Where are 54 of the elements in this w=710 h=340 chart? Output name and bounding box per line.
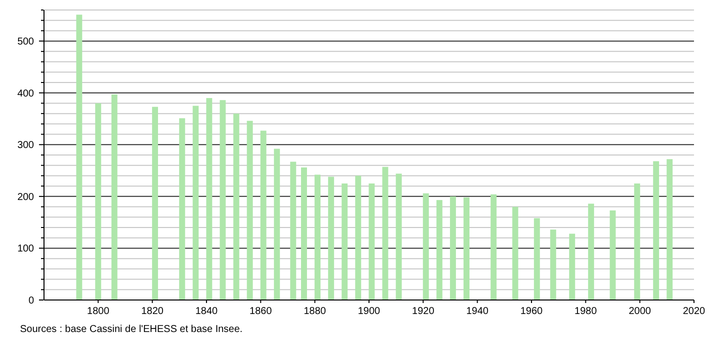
source-note: Sources : base Cassini de l'EHESS et base Insee. [20,324,243,335]
bar [355,176,362,300]
x-tick-label: 1860 [250,306,272,317]
bar [666,159,673,300]
y-tick-label: 500 [17,36,34,48]
bar [111,94,118,300]
bar [290,162,296,300]
x-tick-label: 2020 [682,306,706,317]
bar [464,197,470,300]
bar [246,120,253,300]
bar [550,230,556,300]
x-tick-label: 1940 [466,306,489,317]
x-tick-label: 1820 [141,306,164,317]
x-tick-label: 2000 [628,306,652,317]
bar [76,14,82,300]
x-tick-label: 1840 [195,306,218,317]
x-tick-label: 1980 [574,306,598,317]
bar [382,166,388,300]
x-tick-label: 1920 [412,306,435,317]
bar [534,218,540,300]
bar [95,103,102,300]
y-tick-label: 300 [17,140,34,152]
bar [220,100,226,300]
bar [192,106,199,300]
x-tick-label: 1800 [87,306,110,317]
bar [368,183,375,300]
bar [301,167,307,300]
bar [450,196,456,300]
y-tick-label: 200 [17,192,34,203]
bar [328,176,334,300]
bar [260,130,266,300]
bar [634,183,640,300]
bar [436,200,442,300]
bar [422,193,429,300]
x-tick-label: 1960 [520,306,544,317]
bar [396,174,402,300]
y-tick-label: 0 [28,296,34,306]
y-tick-label: 400 [17,88,34,100]
x-tick-label: 1880 [304,306,326,317]
bar [490,194,497,300]
bar [653,161,660,300]
bar [314,174,321,300]
x-tick-label: 1900 [358,306,381,317]
bar [610,210,616,300]
y-tick-label: 100 [17,244,34,255]
bar [233,114,240,300]
bar [179,118,186,300]
bar [206,98,212,300]
bar [342,183,348,300]
bar [274,148,280,300]
bar [588,204,594,300]
bar [152,106,158,300]
bar [512,206,518,300]
bar [569,234,576,300]
